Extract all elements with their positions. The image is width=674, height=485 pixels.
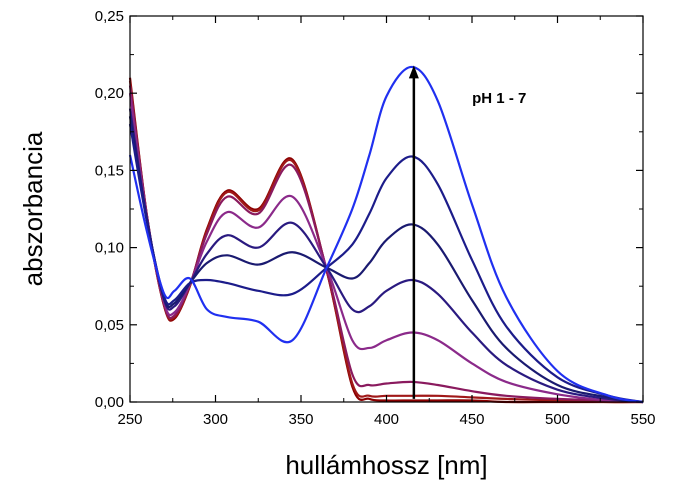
x-tick-label: 400: [374, 411, 399, 428]
x-tick-label: 300: [203, 411, 228, 428]
series-line-6: [128, 116, 644, 404]
y-tick-label: 0,15: [95, 162, 124, 179]
y-tick-label: 0,20: [95, 85, 124, 102]
series-line-4: [128, 93, 644, 404]
x-tick-label: 350: [288, 411, 313, 428]
x-axis-title: hullámhossz [nm]: [285, 450, 487, 480]
series-line-8: [128, 65, 644, 404]
series-layer: [128, 65, 644, 404]
y-tick-label: 0,10: [95, 240, 124, 257]
x-tick-label: 500: [545, 411, 570, 428]
x-tick-label: 450: [459, 411, 484, 428]
series-line-5: [128, 108, 644, 404]
series-line-7: [128, 123, 644, 404]
y-tick-label: 0,05: [95, 317, 124, 334]
series-line-3: [128, 85, 644, 404]
y-tick-label: 0,25: [95, 8, 124, 25]
ticks-layer: 250 300 350 400 450 500 550 0,00 0,05 0,10 0,15 0,2…: [95, 8, 656, 428]
y-axis-title: abszorbancia: [18, 131, 48, 286]
annotation-ph: pH 1 - 7: [472, 90, 526, 107]
plot-frame: [129, 15, 644, 403]
y-tick-label: 0,00: [95, 394, 124, 411]
x-tick-label: 250: [117, 411, 142, 428]
x-tick-label: 550: [630, 411, 655, 428]
arrow-head: [408, 65, 419, 79]
